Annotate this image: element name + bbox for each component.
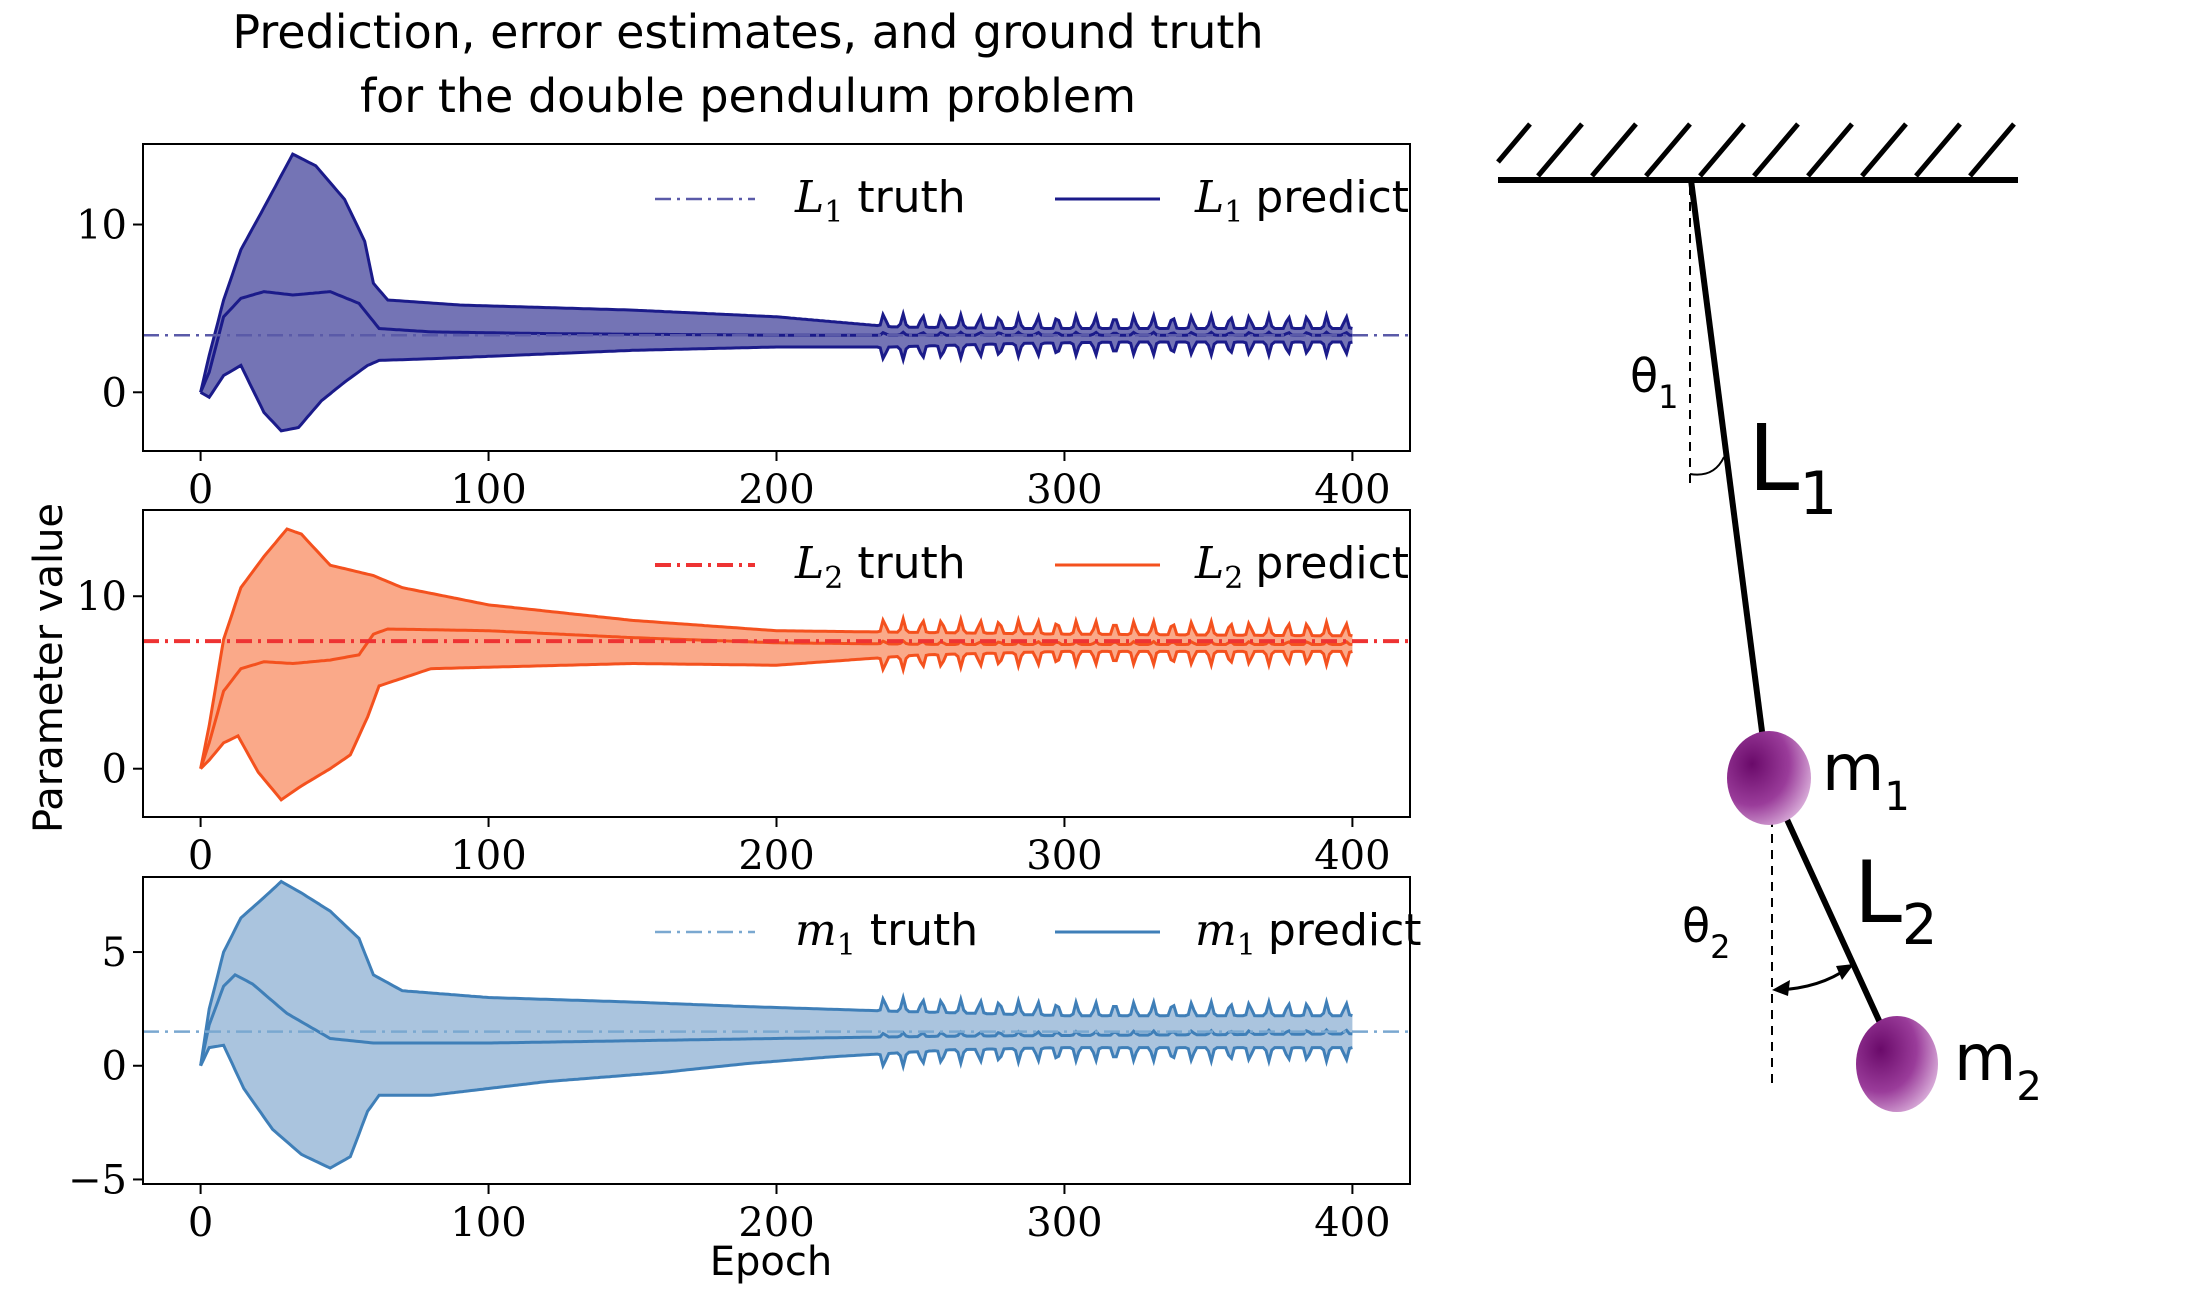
theta1-label: θ1 [1630,349,1679,416]
error-band [200,881,1353,1169]
upper-bound-line [199,879,1353,1066]
x-tick-label: 400 [1314,1200,1390,1246]
legend: m1 truth m1 predict [655,905,1422,963]
y-tick-label: 0 [102,370,127,416]
x-tick-label: 300 [1026,833,1102,879]
pendulum-diagram: θ1 L1 m1 L2 θ2 m2 [1496,122,2042,1112]
legend-truth-label: m1 truth [795,905,978,963]
legend: L1 truth L1 predict [655,172,1409,230]
x-tick-label: 300 [1026,1200,1102,1246]
chart-title-line1: Prediction, error estimates, and ground … [232,5,1263,59]
chart-title-line2: for the double pendulum problem [360,69,1136,123]
x-tick-label: 100 [450,833,526,879]
x-tick-label: 400 [1314,467,1390,513]
panel-l2: 0 100 200 300 400 0 10 L2 truth L2 predict [76,509,1411,879]
plot-area [143,527,1410,802]
y-tick-label: 0 [102,1044,127,1090]
legend: L2 truth L2 predict [655,538,1409,596]
angle-arrowhead-2a [1772,980,1790,996]
x-tick-label: 200 [738,1200,814,1246]
m1-label: m1 [1822,732,1910,820]
x-tick-label: 200 [738,833,814,879]
y-axis-label: Parameter value [26,503,72,833]
lower-bound-line [199,649,1353,802]
x-tick-label: 0 [188,467,213,513]
y-tick-label: 0 [102,747,127,793]
l2-label: L2 [1854,843,1938,958]
lower-bound-line [199,1043,1353,1170]
legend-predict-label: m1 predict [1195,905,1422,963]
plot-area [143,879,1410,1170]
legend-truth-label: L2 truth [794,538,966,596]
predict-line [199,972,1353,1067]
upper-bound-line [199,152,1353,393]
m2-label: m2 [1954,1022,2042,1110]
y-tick-label: 10 [76,574,127,620]
rod-2 [1765,776,1901,1064]
rod-1 [1688,179,1771,779]
legend-predict-label: L1 predict [1194,172,1409,230]
mass-2 [1856,1016,1938,1112]
error-band [200,154,1353,431]
angle-arc-1 [1689,456,1725,476]
x-tick-label: 100 [450,1200,526,1246]
legend-predict-label: L2 predict [1194,538,1409,596]
x-tick-label: 0 [188,1200,213,1246]
plot-area [143,152,1410,433]
y-tick-label: −5 [68,1157,127,1203]
x-tick-label: 300 [1026,467,1102,513]
y-tick-label: 5 [102,930,127,976]
ceiling-hatching [1496,122,2016,178]
y-tick-label: 10 [76,203,127,249]
panel-l1: 0 100 200 300 400 0 10 L1 truth L1 predict [76,143,1411,513]
upper-bound-line [199,527,1353,769]
theta2-label: θ2 [1682,899,1731,966]
mass-1 [1727,731,1811,825]
l1-label: L1 [1748,405,1837,529]
x-axis-label: Epoch [710,1239,832,1285]
lower-bound-line [199,340,1353,433]
x-tick-label: 200 [738,467,814,513]
x-tick-label: 0 [188,833,213,879]
angle-arrowhead-2b [1836,964,1854,980]
x-tick-label: 100 [450,467,526,513]
panel-m1: 0 100 200 300 400 −5 0 5 m1 truth m1 predict [68,876,1422,1246]
x-tick-label: 400 [1314,833,1390,879]
legend-truth-label: L1 truth [794,172,966,230]
